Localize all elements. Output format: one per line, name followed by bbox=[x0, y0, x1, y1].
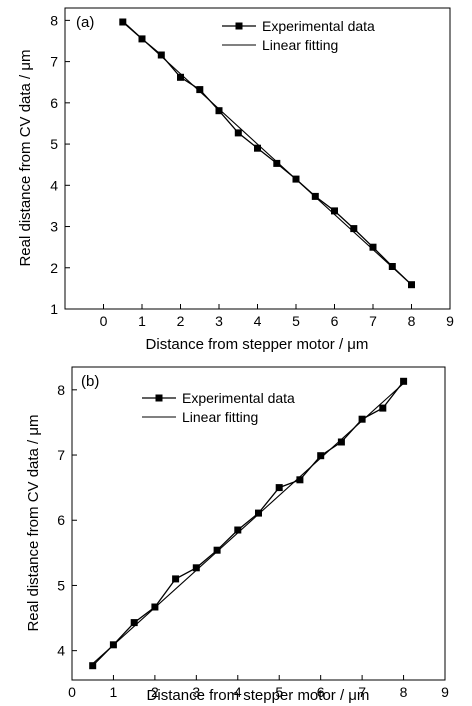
y-tick-label: 6 bbox=[57, 512, 65, 528]
y-tick-label: 8 bbox=[50, 12, 58, 28]
panel-label: (a) bbox=[76, 14, 94, 31]
linear-fit-line bbox=[122, 20, 412, 286]
experimental-data-point bbox=[350, 225, 358, 233]
x-tick-label: 9 bbox=[441, 684, 449, 700]
panel-label: (b) bbox=[81, 373, 99, 390]
chart-marks bbox=[89, 377, 408, 670]
y-tick-label: 2 bbox=[50, 260, 58, 276]
legend-marker-experimental bbox=[235, 22, 243, 30]
x-tick-label: 1 bbox=[110, 684, 118, 700]
legend-label-fitting: Linear fitting bbox=[262, 37, 338, 53]
x-tick-label: 5 bbox=[275, 684, 283, 700]
y-tick-label: 7 bbox=[57, 447, 65, 463]
x-tick-label: 2 bbox=[151, 684, 159, 700]
experimental-data-point bbox=[130, 619, 138, 627]
experimental-data-point bbox=[337, 438, 345, 446]
chart-panel-a: (a) Distance from stepper motor / μm Rea… bbox=[17, 7, 454, 353]
x-tick-label: 0 bbox=[100, 313, 108, 329]
experimental-data-point bbox=[400, 377, 408, 385]
legend-label-fitting: Linear fitting bbox=[182, 409, 258, 425]
experimental-data-point bbox=[192, 564, 200, 572]
x-tick-label: 1 bbox=[138, 313, 146, 329]
experimental-data-point bbox=[358, 415, 366, 423]
experimental-data-point bbox=[215, 107, 223, 115]
experimental-data-point bbox=[273, 159, 281, 167]
y-tick-label: 6 bbox=[50, 95, 58, 111]
experimental-data-point bbox=[213, 546, 221, 554]
y-tick-label: 5 bbox=[50, 136, 58, 152]
plot-frame bbox=[71, 366, 446, 681]
y-tick-label: 3 bbox=[50, 219, 58, 235]
x-tick-label: 8 bbox=[400, 684, 408, 700]
experimental-data-point bbox=[369, 243, 377, 251]
x-tick-label: 3 bbox=[192, 684, 200, 700]
chart-panel-b: (b) Distance from stepper motor / μm Rea… bbox=[25, 366, 449, 704]
y-tick-label: 4 bbox=[57, 643, 65, 659]
experimental-data-point bbox=[331, 207, 338, 215]
experimental-data-line bbox=[122, 21, 412, 286]
experimental-data-point bbox=[234, 129, 242, 137]
chart-marks bbox=[119, 18, 415, 289]
y-axis-title: Real distance from CV data / μm bbox=[17, 49, 34, 266]
x-axis-title: Distance from stepper motor / μm bbox=[146, 336, 369, 353]
legend: Experimental data Linear fitting bbox=[142, 390, 295, 425]
x-tick-label: 3 bbox=[215, 313, 223, 329]
experimental-data-point bbox=[255, 509, 262, 517]
y-tick-label: 7 bbox=[50, 54, 58, 70]
experimental-data-point bbox=[296, 476, 304, 484]
legend-label-experimental: Experimental data bbox=[262, 18, 375, 34]
x-tick-label: 7 bbox=[369, 313, 377, 329]
experimental-data-point bbox=[89, 662, 97, 670]
x-tick-label: 7 bbox=[358, 684, 366, 700]
x-tick-label: 4 bbox=[254, 313, 262, 329]
x-axis-title: Distance from stepper motor / μm bbox=[147, 687, 370, 704]
axis-ticks: 0 1 2 3 4 5 6 7 8 9 1 2 3 4 5 6 7 8 bbox=[50, 12, 454, 329]
x-tick-label: 0 bbox=[68, 684, 76, 700]
x-tick-label: 8 bbox=[408, 313, 416, 329]
experimental-data-point bbox=[275, 484, 283, 492]
y-tick-label: 8 bbox=[57, 382, 65, 398]
linear-fit-line bbox=[92, 382, 404, 665]
experimental-data-point bbox=[234, 526, 242, 534]
axis-ticks: 0 1 2 3 4 5 6 7 8 9 4 5 6 7 8 bbox=[57, 382, 449, 700]
experimental-data-point bbox=[379, 404, 387, 412]
x-tick-label: 6 bbox=[317, 684, 325, 700]
experimental-data-point bbox=[254, 144, 261, 152]
y-axis-title: Real distance from CV data / μm bbox=[25, 414, 42, 631]
legend-marker-experimental bbox=[155, 394, 163, 402]
y-tick-label: 5 bbox=[57, 577, 65, 593]
legend: Experimental data Linear fitting bbox=[222, 18, 375, 53]
y-tick-label: 4 bbox=[50, 177, 58, 193]
experimental-data-point bbox=[172, 575, 180, 583]
x-tick-label: 9 bbox=[446, 313, 454, 329]
x-tick-label: 2 bbox=[177, 313, 185, 329]
legend-label-experimental: Experimental data bbox=[182, 390, 295, 406]
y-tick-label: 1 bbox=[50, 301, 58, 317]
experimental-data-point bbox=[196, 86, 204, 94]
experimental-data-point bbox=[177, 73, 184, 81]
experimental-data-point bbox=[119, 18, 127, 26]
experimental-data-point bbox=[317, 452, 325, 460]
x-tick-label: 4 bbox=[234, 684, 242, 700]
x-tick-label: 5 bbox=[292, 313, 300, 329]
experimental-data-point bbox=[157, 51, 165, 59]
x-tick-label: 6 bbox=[331, 313, 339, 329]
